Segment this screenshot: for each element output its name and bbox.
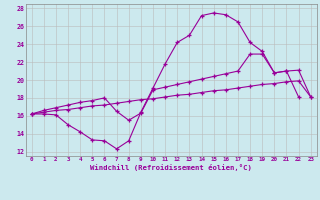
X-axis label: Windchill (Refroidissement éolien,°C): Windchill (Refroidissement éolien,°C) (90, 164, 252, 171)
